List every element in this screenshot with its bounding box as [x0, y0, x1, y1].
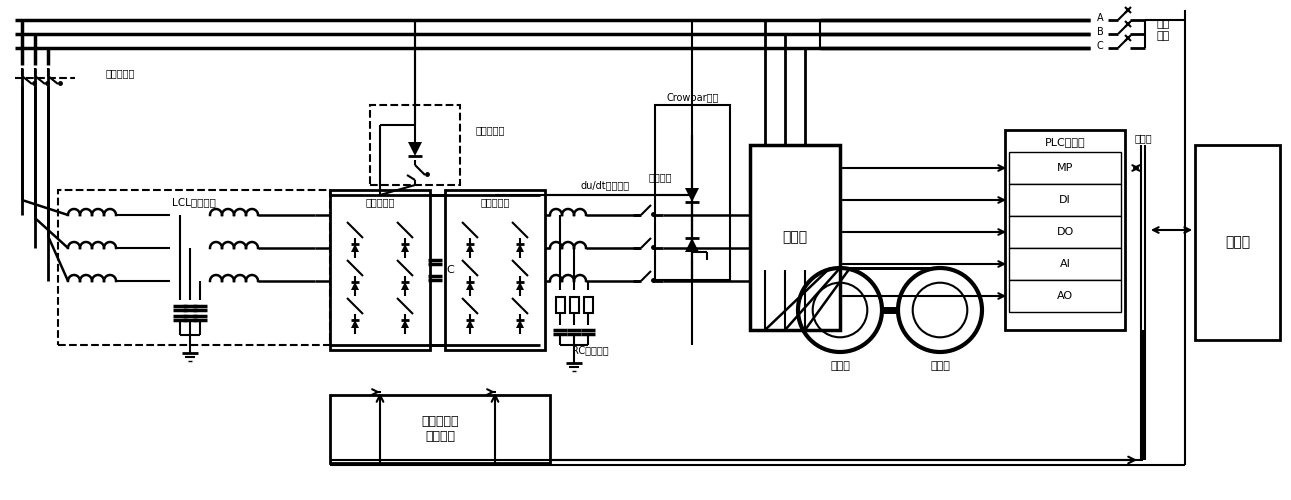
Polygon shape [466, 244, 474, 252]
Bar [1195, 145, 1279, 340]
Text: DI: DI [1059, 195, 1070, 205]
Text: 上位机: 上位机 [1225, 236, 1250, 250]
Polygon shape [686, 188, 698, 202]
Bar [1010, 248, 1121, 280]
Text: du/dt滤波电路: du/dt滤波电路 [581, 180, 630, 190]
Text: B: B [1096, 27, 1104, 37]
Text: C: C [447, 265, 454, 275]
Bar [1010, 280, 1121, 312]
Text: 交流
电网: 交流 电网 [1157, 19, 1170, 41]
Text: PLC控制器: PLC控制器 [1044, 137, 1086, 147]
Text: RC滤波电路: RC滤波电路 [572, 345, 608, 355]
Text: 以太网: 以太网 [1135, 133, 1152, 143]
Bar [750, 145, 840, 330]
Bar [655, 105, 729, 280]
Bar [584, 297, 593, 313]
Text: 机側变流器: 机側变流器 [480, 197, 510, 207]
Text: C: C [1096, 41, 1104, 51]
Text: MP: MP [1057, 163, 1073, 173]
Bar [555, 297, 564, 313]
Polygon shape [466, 282, 474, 290]
Text: 预充电电路: 预充电电路 [475, 125, 505, 135]
Bar [330, 190, 430, 350]
Polygon shape [466, 320, 474, 328]
Text: AO: AO [1057, 291, 1073, 301]
Polygon shape [351, 282, 359, 290]
Polygon shape [686, 238, 698, 252]
Text: DO: DO [1056, 227, 1074, 237]
Bar [445, 190, 545, 350]
Text: A: A [1096, 13, 1104, 23]
Text: 变频器: 变频器 [782, 230, 808, 244]
Text: AI: AI [1060, 259, 1070, 269]
Polygon shape [402, 282, 409, 290]
Text: LCL滤波电路: LCL滤波电路 [172, 197, 216, 207]
Bar [569, 297, 578, 313]
Polygon shape [402, 244, 409, 252]
Polygon shape [351, 244, 359, 252]
Bar [1010, 152, 1121, 184]
Text: 励磁变流器
的控制器: 励磁变流器 的控制器 [421, 415, 458, 443]
Polygon shape [351, 320, 359, 328]
Text: 并网开关: 并网开关 [648, 172, 671, 182]
Polygon shape [516, 244, 524, 252]
Bar [1004, 130, 1124, 330]
Polygon shape [408, 142, 422, 156]
Text: 发电机: 发电机 [830, 361, 849, 371]
Bar [58, 190, 330, 345]
Polygon shape [402, 320, 409, 328]
Text: 网側接触器: 网側接触器 [106, 68, 134, 78]
Text: Crowbar电路: Crowbar电路 [666, 92, 719, 102]
Bar [330, 395, 550, 463]
Bar [371, 105, 460, 185]
Polygon shape [516, 282, 524, 290]
Polygon shape [516, 320, 524, 328]
Text: 电动机: 电动机 [930, 361, 950, 371]
Bar [1010, 216, 1121, 248]
Bar [1010, 184, 1121, 216]
Text: 网側变流器: 网側变流器 [365, 197, 395, 207]
